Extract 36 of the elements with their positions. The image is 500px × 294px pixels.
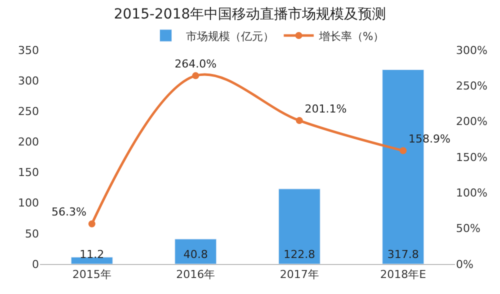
y2-tick-label: 100% bbox=[456, 186, 488, 200]
bar bbox=[70, 256, 113, 264]
chart-title: 2015-2018年中国移动直播市场规模及预测 bbox=[114, 6, 386, 23]
point bbox=[88, 220, 96, 228]
x-tick-label: 2015年 bbox=[72, 268, 112, 282]
y2-tick-label: 50% bbox=[456, 222, 480, 236]
data-label: 122.8 bbox=[284, 248, 316, 261]
y-tick-label: 150 bbox=[18, 166, 39, 180]
legend-label: 增长率（%） bbox=[318, 30, 384, 43]
y2-tick-label: 300% bbox=[456, 44, 488, 57]
y2-tick-label: 250% bbox=[456, 80, 488, 93]
y2-tick-label: 200% bbox=[456, 115, 488, 128]
data-label: 11.2 bbox=[80, 248, 104, 261]
y-tick-label: 350 bbox=[18, 44, 39, 57]
bar bbox=[174, 238, 217, 264]
point bbox=[400, 147, 407, 154]
y-tick-label: 250 bbox=[18, 104, 39, 118]
y-tick-label: 50 bbox=[25, 227, 39, 240]
y-tick-label: 200 bbox=[18, 136, 39, 149]
data-label: 201.1% bbox=[304, 102, 347, 116]
y-tick-label: 300 bbox=[18, 74, 39, 88]
legend-label: 市场规模（亿元） bbox=[186, 30, 274, 43]
data-label: 40.8 bbox=[183, 248, 208, 261]
point bbox=[296, 117, 303, 124]
bar bbox=[278, 188, 320, 264]
data-label: 317.8 bbox=[387, 248, 419, 261]
y2-tick-label: 150% bbox=[456, 150, 488, 164]
x-tick-label: 2016年 bbox=[176, 268, 216, 282]
data-label: 264.0% bbox=[174, 58, 217, 71]
x-tick-label: 2017年 bbox=[280, 268, 319, 282]
y-tick-label: 0 bbox=[32, 258, 39, 271]
y-tick-label: 100 bbox=[18, 196, 39, 210]
y2-tick-label: 0% bbox=[456, 258, 474, 271]
point bbox=[192, 72, 200, 80]
data-label: 56.3% bbox=[52, 206, 87, 219]
x-tick-label: 2018年E bbox=[380, 268, 426, 282]
